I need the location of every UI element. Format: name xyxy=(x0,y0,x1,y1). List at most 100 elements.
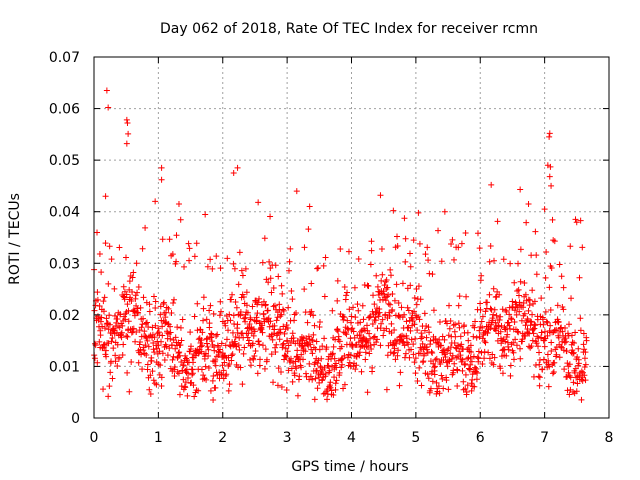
data-point xyxy=(296,373,303,380)
data-point xyxy=(267,265,274,272)
data-point xyxy=(578,368,585,375)
data-point xyxy=(394,352,401,359)
data-point xyxy=(176,391,183,398)
data-point xyxy=(449,236,456,243)
data-point xyxy=(238,330,245,337)
data-point xyxy=(347,363,354,370)
data-point xyxy=(278,384,285,391)
data-point xyxy=(382,297,389,304)
data-point xyxy=(298,351,305,358)
data-point xyxy=(232,340,239,347)
data-point xyxy=(449,352,456,359)
data-point xyxy=(243,302,250,309)
data-point xyxy=(344,289,351,296)
data-point xyxy=(548,265,555,272)
data-point xyxy=(383,277,390,284)
data-point xyxy=(456,293,463,300)
data-point xyxy=(493,312,500,319)
data-point xyxy=(566,361,573,368)
data-point xyxy=(497,313,504,320)
data-point xyxy=(189,370,196,377)
data-point xyxy=(96,302,103,309)
data-point xyxy=(120,293,127,300)
data-point xyxy=(282,352,289,359)
data-point xyxy=(370,292,377,299)
data-point xyxy=(200,317,207,324)
data-point xyxy=(268,351,275,358)
data-point xyxy=(193,240,200,247)
data-point xyxy=(270,284,277,291)
data-point xyxy=(167,329,174,336)
data-point xyxy=(159,350,166,357)
data-point xyxy=(284,338,291,345)
data-point xyxy=(579,244,586,251)
data-point xyxy=(550,369,557,376)
data-point xyxy=(411,308,418,315)
data-point xyxy=(409,318,416,325)
data-point xyxy=(461,361,468,368)
data-point xyxy=(476,333,483,340)
data-point xyxy=(491,306,498,313)
data-point xyxy=(363,343,370,350)
data-point xyxy=(106,383,113,390)
data-point xyxy=(385,300,392,307)
data-point xyxy=(229,291,236,298)
data-point xyxy=(341,352,348,359)
data-point xyxy=(199,342,206,349)
data-point xyxy=(547,322,554,329)
data-point xyxy=(412,370,419,377)
data-point xyxy=(112,358,119,365)
data-point xyxy=(539,366,546,373)
data-point xyxy=(187,343,194,350)
data-point xyxy=(575,360,582,367)
data-point xyxy=(528,319,535,326)
data-point xyxy=(470,333,477,340)
data-point xyxy=(507,325,514,332)
data-point xyxy=(208,338,215,345)
data-point xyxy=(122,254,129,261)
data-point xyxy=(412,335,419,342)
data-point xyxy=(314,265,321,272)
data-point xyxy=(226,381,233,388)
data-point xyxy=(275,365,282,372)
data-point xyxy=(147,372,154,379)
data-point xyxy=(489,351,496,358)
data-point xyxy=(94,296,101,303)
data-point xyxy=(410,351,417,358)
data-point xyxy=(133,260,140,267)
data-point xyxy=(535,343,542,350)
data-point xyxy=(386,312,393,319)
data-point xyxy=(310,331,317,338)
data-point xyxy=(255,295,262,302)
data-point xyxy=(316,319,323,326)
data-point xyxy=(135,359,142,366)
data-point xyxy=(319,343,326,350)
data-point xyxy=(251,352,258,359)
data-point xyxy=(405,307,412,314)
data-point xyxy=(101,325,108,332)
data-point xyxy=(351,334,358,341)
data-point xyxy=(189,371,196,378)
data-point xyxy=(442,354,449,361)
data-point xyxy=(177,216,184,223)
data-point xyxy=(375,313,382,320)
data-point xyxy=(498,340,505,347)
data-point xyxy=(146,308,153,315)
y-tick-label: 0.03 xyxy=(49,256,80,272)
data-point xyxy=(394,243,401,250)
data-point xyxy=(534,316,541,323)
data-point xyxy=(560,306,567,313)
data-point xyxy=(365,283,372,290)
data-point xyxy=(482,308,489,315)
data-point xyxy=(267,213,274,220)
data-point xyxy=(137,304,144,311)
data-point xyxy=(387,272,394,279)
data-point xyxy=(505,319,512,326)
data-point xyxy=(261,365,268,372)
data-point xyxy=(155,325,162,332)
data-point xyxy=(106,312,113,319)
data-point xyxy=(350,328,357,335)
data-point xyxy=(495,323,502,330)
data-point xyxy=(103,87,110,94)
data-point xyxy=(506,311,513,318)
